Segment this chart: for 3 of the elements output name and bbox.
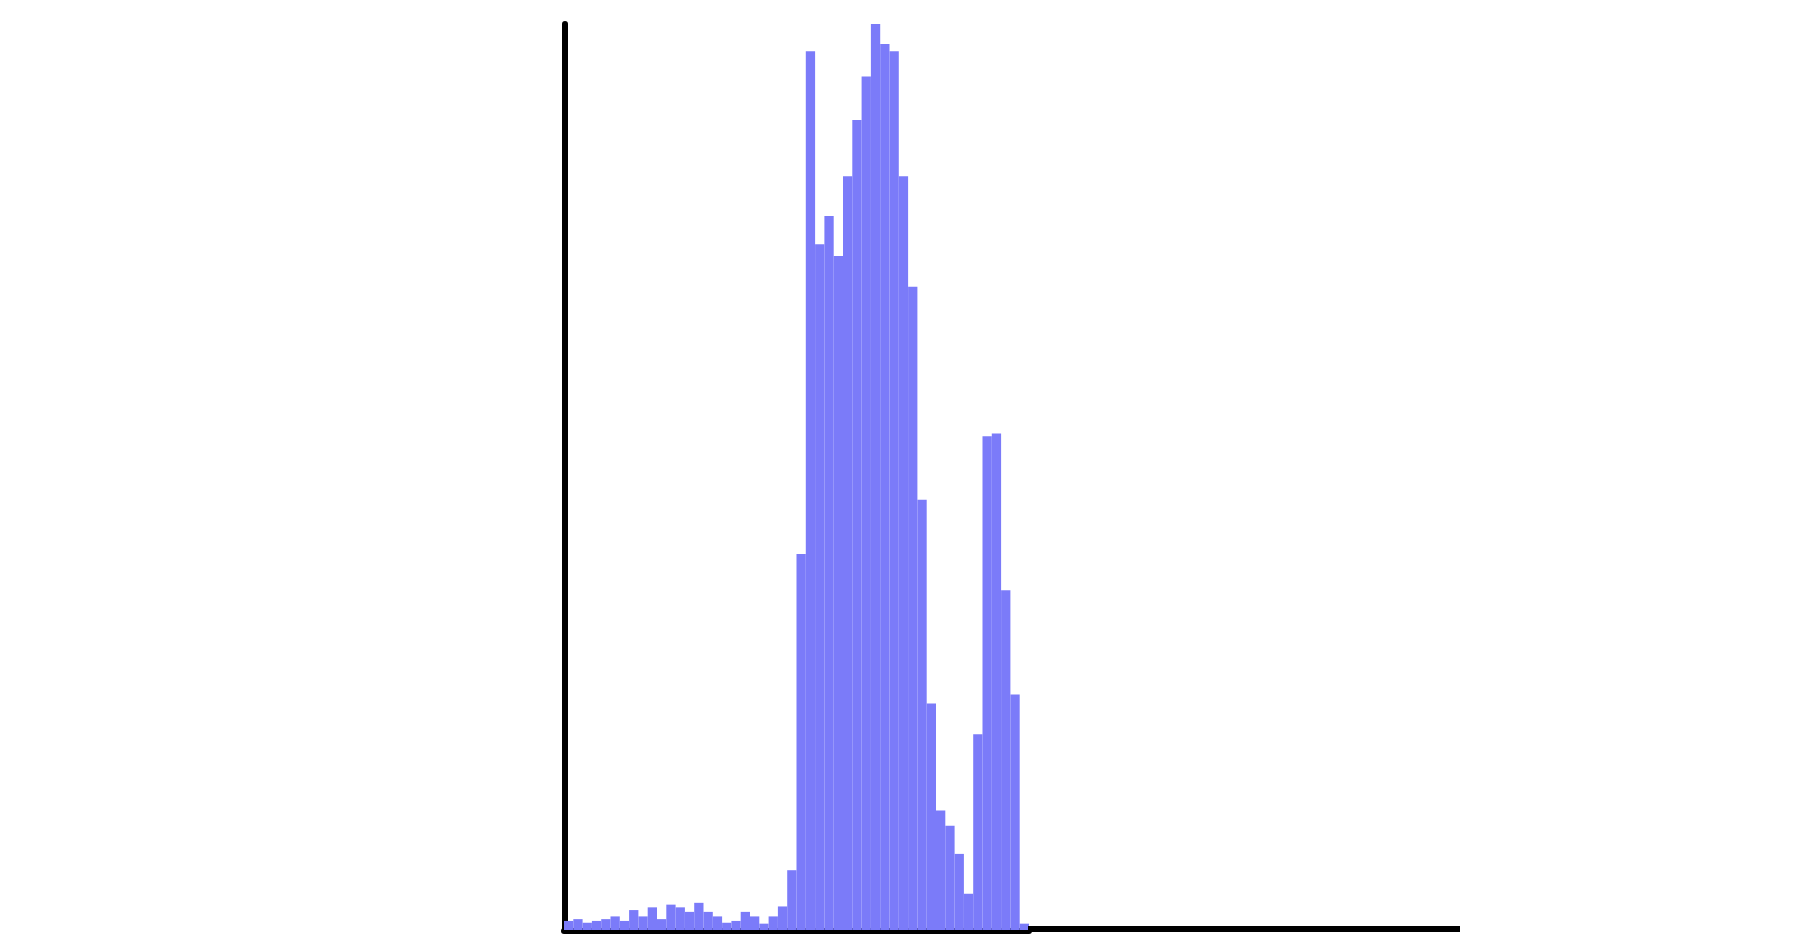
bar	[712, 916, 723, 930]
bar	[991, 433, 1002, 930]
bar	[805, 51, 816, 930]
